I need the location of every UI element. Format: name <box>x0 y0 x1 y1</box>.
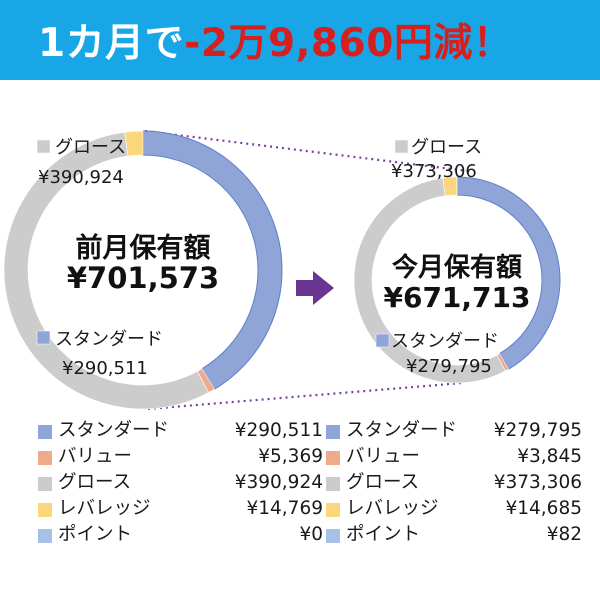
legend-value-point: ¥0 <box>299 524 323 545</box>
connector-line-bottom <box>147 381 463 411</box>
legend-label-growth: グロース <box>346 472 420 493</box>
donut-current-month <box>353 176 561 384</box>
callout-growth-prev-value: ¥390,924 <box>38 167 124 188</box>
legend-swatch-standard <box>326 425 340 439</box>
callout-growth-curr-name: グロース <box>411 137 482 158</box>
callout-growth-curr-swatch <box>394 139 409 154</box>
legend-label-growth: グロース <box>58 472 132 493</box>
title-prefix: 1カ月で <box>38 21 185 66</box>
callout-standard-prev-swatch <box>36 330 51 345</box>
legend-previous-month: スタンダード ¥290,511 バリュー ¥5,369 グロース ¥390,924 レバレッ… <box>38 418 323 548</box>
legend-value-value: ¥5,369 <box>258 446 323 467</box>
legend-value-growth: ¥373,306 <box>493 472 582 493</box>
center-value-curr: ¥671,713 <box>383 281 530 314</box>
legend-row-value-curr: バリュー ¥3,845 <box>326 444 582 470</box>
legend-row-point-prev: ポイント ¥0 <box>38 522 323 548</box>
legend-value-growth: ¥390,924 <box>234 472 323 493</box>
legend-row-value-prev: バリュー ¥5,369 <box>38 444 323 470</box>
legend-row-point-curr: ポイント ¥82 <box>326 522 582 548</box>
legend-value-leverage: ¥14,685 <box>505 498 582 519</box>
legend-label-standard: スタンダード <box>346 420 458 441</box>
connector-lines <box>144 129 469 411</box>
legend-label-value: バリュー <box>58 446 133 467</box>
legend-label-leverage: レバレッジ <box>346 498 439 519</box>
legend-value-point: ¥82 <box>546 524 582 545</box>
legend-row-growth-prev: グロース ¥390,924 <box>38 470 323 496</box>
callout-standard-curr-swatch <box>375 333 390 348</box>
legend-swatch-point <box>326 529 340 543</box>
legend-row-standard-curr: スタンダード ¥279,795 <box>326 418 582 444</box>
center-label-curr: 今月保有額 <box>392 252 522 283</box>
legend-swatch-growth <box>326 477 340 491</box>
title-highlight: -2万9,860円減！ <box>184 21 513 66</box>
legend-label-standard: スタンダード <box>58 420 170 441</box>
slice-leverage-prev <box>124 130 144 157</box>
donut-center-labels: 前月保有額¥701,573 今月保有額¥671,713 <box>67 232 531 314</box>
donut-previous-month <box>3 130 283 410</box>
legend-swatch-standard <box>38 425 52 439</box>
slice-callouts: グロース ¥390,924 スタンダード ¥290,511 グロース ¥373,306 スタ… <box>36 137 499 379</box>
callout-standard-prev-value: ¥290,511 <box>62 358 148 379</box>
legend-current-month: スタンダード ¥279,795 バリュー ¥3,845 グロース ¥373,306 レバレッ… <box>326 418 582 548</box>
legend-swatch-leverage <box>326 503 340 517</box>
legend-row-leverage-prev: レバレッジ ¥14,769 <box>38 496 323 522</box>
legend-value-standard: ¥290,511 <box>234 420 323 441</box>
arrow-icon <box>296 271 334 305</box>
donut-charts: 前月保有額¥701,573 今月保有額¥671,713 グロース ¥390,924 ス… <box>3 129 561 411</box>
callout-standard-curr-value: ¥279,795 <box>406 356 492 377</box>
title-banner: 1カ月で -2万9,860円減！ <box>0 0 600 80</box>
slice-growth-curr <box>353 177 506 384</box>
legend-value-standard: ¥279,795 <box>493 420 582 441</box>
legend-label-point: ポイント <box>346 524 421 545</box>
legend-row-standard-prev: スタンダード ¥290,511 <box>38 418 323 444</box>
callout-standard-curr-name: スタンダード <box>391 331 499 352</box>
legend-value-value: ¥3,845 <box>517 446 582 467</box>
legend-swatch-growth <box>38 477 52 491</box>
legend-label-leverage: レバレッジ <box>58 498 151 519</box>
legend-swatch-value <box>326 451 340 465</box>
center-label-prev: 前月保有額 <box>76 232 211 264</box>
callout-growth-prev-name: グロース <box>55 137 126 158</box>
legend-swatch-value <box>38 451 52 465</box>
callout-standard-prev-name: スタンダード <box>55 329 163 350</box>
legend-value-leverage: ¥14,769 <box>246 498 323 519</box>
slice-growth-prev <box>3 131 210 410</box>
legend-swatch-point <box>38 529 52 543</box>
callout-growth-prev-swatch <box>36 139 51 154</box>
center-value-prev: ¥701,573 <box>67 261 219 295</box>
legend-swatch-leverage <box>38 503 52 517</box>
legend-row-leverage-curr: レバレッジ ¥14,685 <box>326 496 582 522</box>
connector-line-top <box>144 129 469 173</box>
legend-row-growth-curr: グロース ¥373,306 <box>326 470 582 496</box>
legend-label-value: バリュー <box>346 446 421 467</box>
legend-label-point: ポイント <box>58 524 133 545</box>
callout-growth-curr-value: ¥373,306 <box>391 161 477 182</box>
